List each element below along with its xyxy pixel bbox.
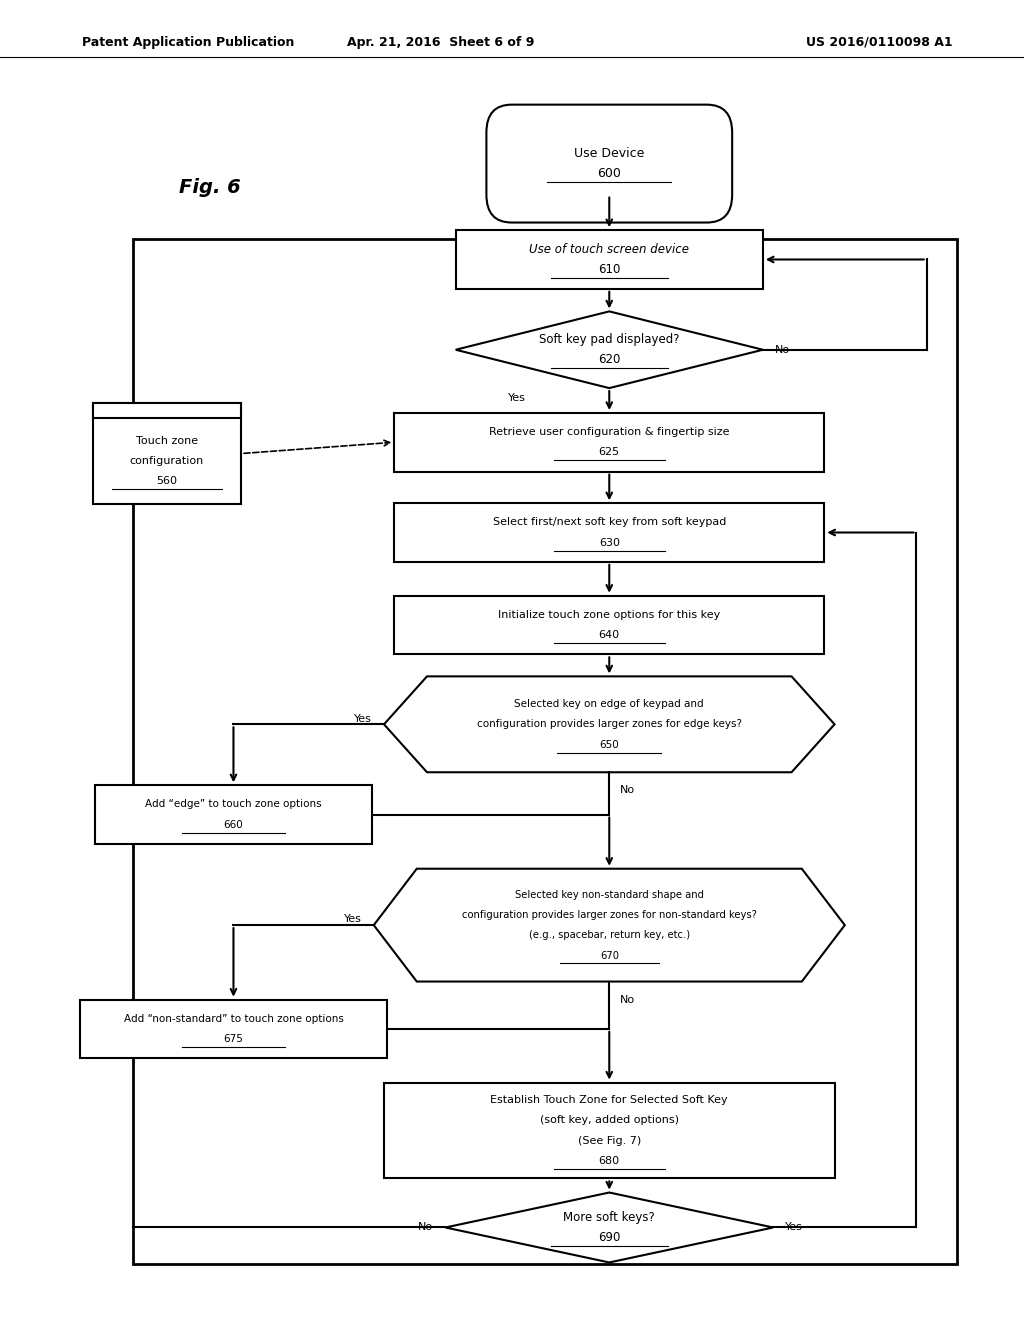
Text: 670: 670	[600, 950, 618, 961]
Text: Select first/next soft key from soft keypad: Select first/next soft key from soft key…	[493, 517, 726, 528]
Text: Add “non-standard” to touch zone options: Add “non-standard” to touch zone options	[124, 1014, 343, 1024]
Polygon shape	[384, 676, 835, 772]
Text: Apr. 21, 2016  Sheet 6 of 9: Apr. 21, 2016 Sheet 6 of 9	[347, 36, 534, 49]
Text: No: No	[620, 785, 635, 796]
Text: Patent Application Publication: Patent Application Publication	[82, 36, 294, 49]
Text: No: No	[775, 345, 791, 355]
Text: Selected key on edge of keypad and: Selected key on edge of keypad and	[514, 700, 705, 709]
Text: Soft key pad displayed?: Soft key pad displayed?	[539, 333, 680, 346]
Bar	[394, 595, 824, 655]
Bar	[93, 403, 242, 504]
Text: 630: 630	[599, 537, 620, 548]
Text: 625: 625	[599, 447, 620, 458]
Text: 675: 675	[223, 1034, 244, 1044]
Text: 610: 610	[598, 263, 621, 276]
Text: Yes: Yes	[785, 1222, 803, 1233]
Text: 680: 680	[599, 1156, 620, 1166]
FancyBboxPatch shape	[486, 104, 732, 223]
Text: (soft key, added options): (soft key, added options)	[540, 1115, 679, 1126]
Bar	[394, 413, 824, 471]
Text: Yes: Yes	[344, 915, 361, 924]
Text: (See Fig. 7): (See Fig. 7)	[578, 1135, 641, 1146]
Text: Add “edge” to touch zone options: Add “edge” to touch zone options	[145, 800, 322, 809]
Text: 620: 620	[598, 354, 621, 367]
Polygon shape	[374, 869, 845, 982]
Text: 560: 560	[157, 477, 177, 487]
Text: (e.g., spacebar, return key, etc.): (e.g., spacebar, return key, etc.)	[528, 931, 690, 940]
Text: No: No	[418, 1222, 433, 1233]
Text: Establish Touch Zone for Selected Soft Key: Establish Touch Zone for Selected Soft K…	[490, 1096, 728, 1105]
Text: Yes: Yes	[508, 392, 526, 403]
Bar	[93, 403, 242, 418]
Bar	[133, 239, 957, 1263]
Text: Initialize touch zone options for this key: Initialize touch zone options for this k…	[498, 610, 721, 620]
Text: Touch zone: Touch zone	[136, 436, 198, 446]
Text: 640: 640	[599, 630, 620, 640]
Bar	[80, 999, 387, 1059]
Text: configuration provides larger zones for edge keys?: configuration provides larger zones for …	[477, 719, 741, 730]
Bar	[384, 1082, 835, 1179]
Polygon shape	[456, 312, 763, 388]
Bar	[456, 230, 763, 289]
Text: US 2016/0110098 A1: US 2016/0110098 A1	[806, 36, 952, 49]
Text: Selected key non-standard shape and: Selected key non-standard shape and	[515, 890, 703, 900]
Text: 660: 660	[223, 820, 244, 830]
Bar	[394, 503, 824, 562]
Text: configuration: configuration	[130, 457, 204, 466]
Text: More soft keys?: More soft keys?	[563, 1210, 655, 1224]
Text: Retrieve user configuration & fingertip size: Retrieve user configuration & fingertip …	[489, 428, 729, 437]
Text: 690: 690	[598, 1232, 621, 1245]
Text: 650: 650	[599, 739, 620, 750]
Text: configuration provides larger zones for non-standard keys?: configuration provides larger zones for …	[462, 909, 757, 920]
Text: Yes: Yes	[354, 714, 372, 723]
Text: Use Device: Use Device	[574, 147, 644, 160]
Text: 600: 600	[597, 168, 622, 181]
Text: No: No	[620, 994, 635, 1005]
Text: Fig. 6: Fig. 6	[179, 178, 241, 197]
Text: Use of touch screen device: Use of touch screen device	[529, 243, 689, 256]
Polygon shape	[445, 1192, 773, 1262]
Bar	[95, 785, 372, 843]
